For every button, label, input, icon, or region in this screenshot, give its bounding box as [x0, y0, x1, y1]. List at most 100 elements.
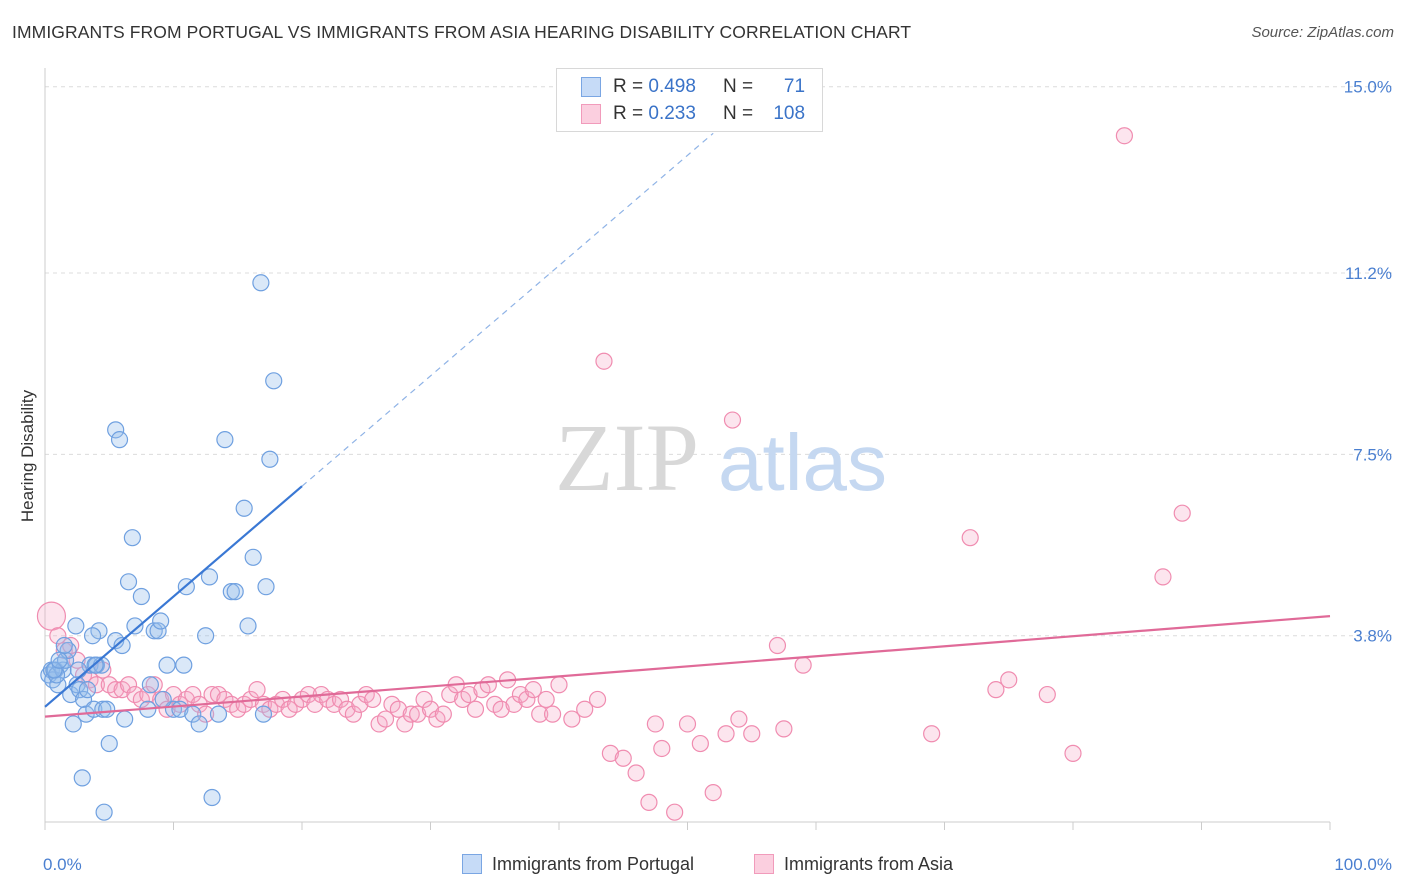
- asia-point: [1173, 504, 1191, 522]
- portugal-point: [78, 681, 97, 699]
- asia-point: [531, 705, 549, 723]
- portugal-swatch: [581, 77, 601, 97]
- asia-point: [576, 700, 594, 718]
- portugal-point: [158, 656, 176, 674]
- portugal-point: [145, 622, 163, 640]
- portugal-point: [56, 651, 75, 669]
- n-label: N =: [722, 103, 754, 124]
- portugal-point: [261, 450, 279, 468]
- portugal-point: [107, 421, 125, 439]
- asia-point: [987, 681, 1005, 699]
- y-tick-label: 3.8%: [1353, 627, 1392, 646]
- portugal-point: [149, 622, 167, 640]
- asia-point: [653, 739, 671, 758]
- gridlines: [45, 86, 1392, 637]
- asia-point: [563, 710, 581, 728]
- legend-item-portugal: Immigrants from Portugal: [462, 852, 694, 876]
- portugal-point: [132, 587, 150, 606]
- portugal-point: [69, 661, 88, 679]
- asia-point: [775, 720, 793, 738]
- asia-point: [614, 749, 632, 767]
- portugal-point: [203, 788, 221, 807]
- portugal-point: [50, 651, 68, 669]
- portugal-point: [197, 627, 215, 645]
- portugal-point: [222, 583, 240, 601]
- portugal-legend-swatch: [462, 854, 482, 874]
- portugal-point: [235, 499, 253, 517]
- asia-point: [466, 700, 485, 718]
- portugal-point: [100, 734, 118, 753]
- asia-point: [344, 705, 362, 723]
- asia-point: [364, 690, 382, 709]
- asia-point: [588, 690, 607, 709]
- portugal-point: [73, 769, 91, 787]
- asia-point: [331, 690, 350, 709]
- asia-point: [691, 734, 709, 753]
- asia-point: [666, 803, 684, 821]
- portugal-point: [98, 700, 116, 718]
- portugal-point: [55, 636, 73, 655]
- portugal-point: [62, 685, 80, 704]
- asia-point: [537, 690, 555, 709]
- asia-point: [402, 705, 420, 723]
- axes: [44, 68, 1331, 830]
- asia-point: [1038, 685, 1056, 704]
- n-label: N =: [722, 76, 754, 97]
- asia-point: [768, 636, 787, 655]
- portugal-point: [154, 690, 172, 709]
- asia-point: [396, 715, 414, 733]
- chart-title: IMMIGRANTS FROM PORTUGAL VS IMMIGRANTS F…: [12, 22, 912, 42]
- asia-point: [543, 705, 562, 723]
- portugal-point: [95, 803, 113, 821]
- portugal-point: [257, 578, 275, 596]
- x-tick-label: 100.0%: [1334, 855, 1392, 874]
- legend-row-asia: R = 0.233 N = 108: [581, 102, 805, 126]
- portugal-point: [175, 656, 193, 674]
- portugal-point: [244, 548, 262, 566]
- asia-point: [248, 681, 266, 699]
- source-credit: Source: ZipAtlas.com: [1251, 24, 1394, 41]
- asia-point: [704, 783, 722, 802]
- portugal-point: [83, 627, 102, 645]
- portugal-point: [190, 715, 208, 733]
- asia-point: [743, 725, 761, 743]
- portugal-point: [226, 583, 244, 601]
- asia-point: [197, 705, 215, 723]
- asia-point: [1064, 744, 1082, 762]
- asia-point: [730, 710, 748, 728]
- asia-point: [550, 676, 568, 694]
- asia-point: [164, 685, 183, 704]
- asia-point: [794, 656, 812, 674]
- series-asia-points: [36, 127, 1191, 821]
- portugal-point: [209, 705, 228, 723]
- asia-legend-label: Immigrants from Asia: [784, 853, 954, 874]
- portugal-point: [239, 617, 257, 635]
- portugal-point: [126, 617, 144, 635]
- n-value: 108: [773, 103, 806, 124]
- asia-point: [492, 700, 510, 718]
- asia-point: [1154, 568, 1172, 586]
- asia-point: [49, 627, 67, 645]
- portugal-point: [184, 705, 202, 723]
- trend-lines: [44, 132, 1331, 718]
- portugal-point: [216, 431, 234, 449]
- portugal-legend-label: Immigrants from Portugal: [492, 853, 695, 874]
- series-portugal-points: [40, 274, 283, 821]
- asia-point: [923, 725, 941, 743]
- asia-point: [376, 710, 395, 728]
- asia-point: [441, 685, 459, 704]
- r-value: 0.233: [648, 103, 696, 124]
- watermark-zip: ZIP: [555, 404, 699, 511]
- legend-item-asia: Immigrants from Asia: [754, 852, 953, 876]
- asia-point: [1115, 127, 1134, 145]
- asia-point: [595, 352, 613, 370]
- portugal-point: [110, 431, 129, 449]
- asia-point: [409, 705, 427, 723]
- asia-point: [518, 690, 536, 709]
- portugal-point: [252, 274, 270, 292]
- portugal-point: [64, 715, 82, 733]
- x-tick-label: 0.0%: [43, 855, 82, 874]
- asia-point: [524, 681, 542, 699]
- asia-trend-line: [44, 615, 1331, 718]
- asia-point: [119, 676, 138, 694]
